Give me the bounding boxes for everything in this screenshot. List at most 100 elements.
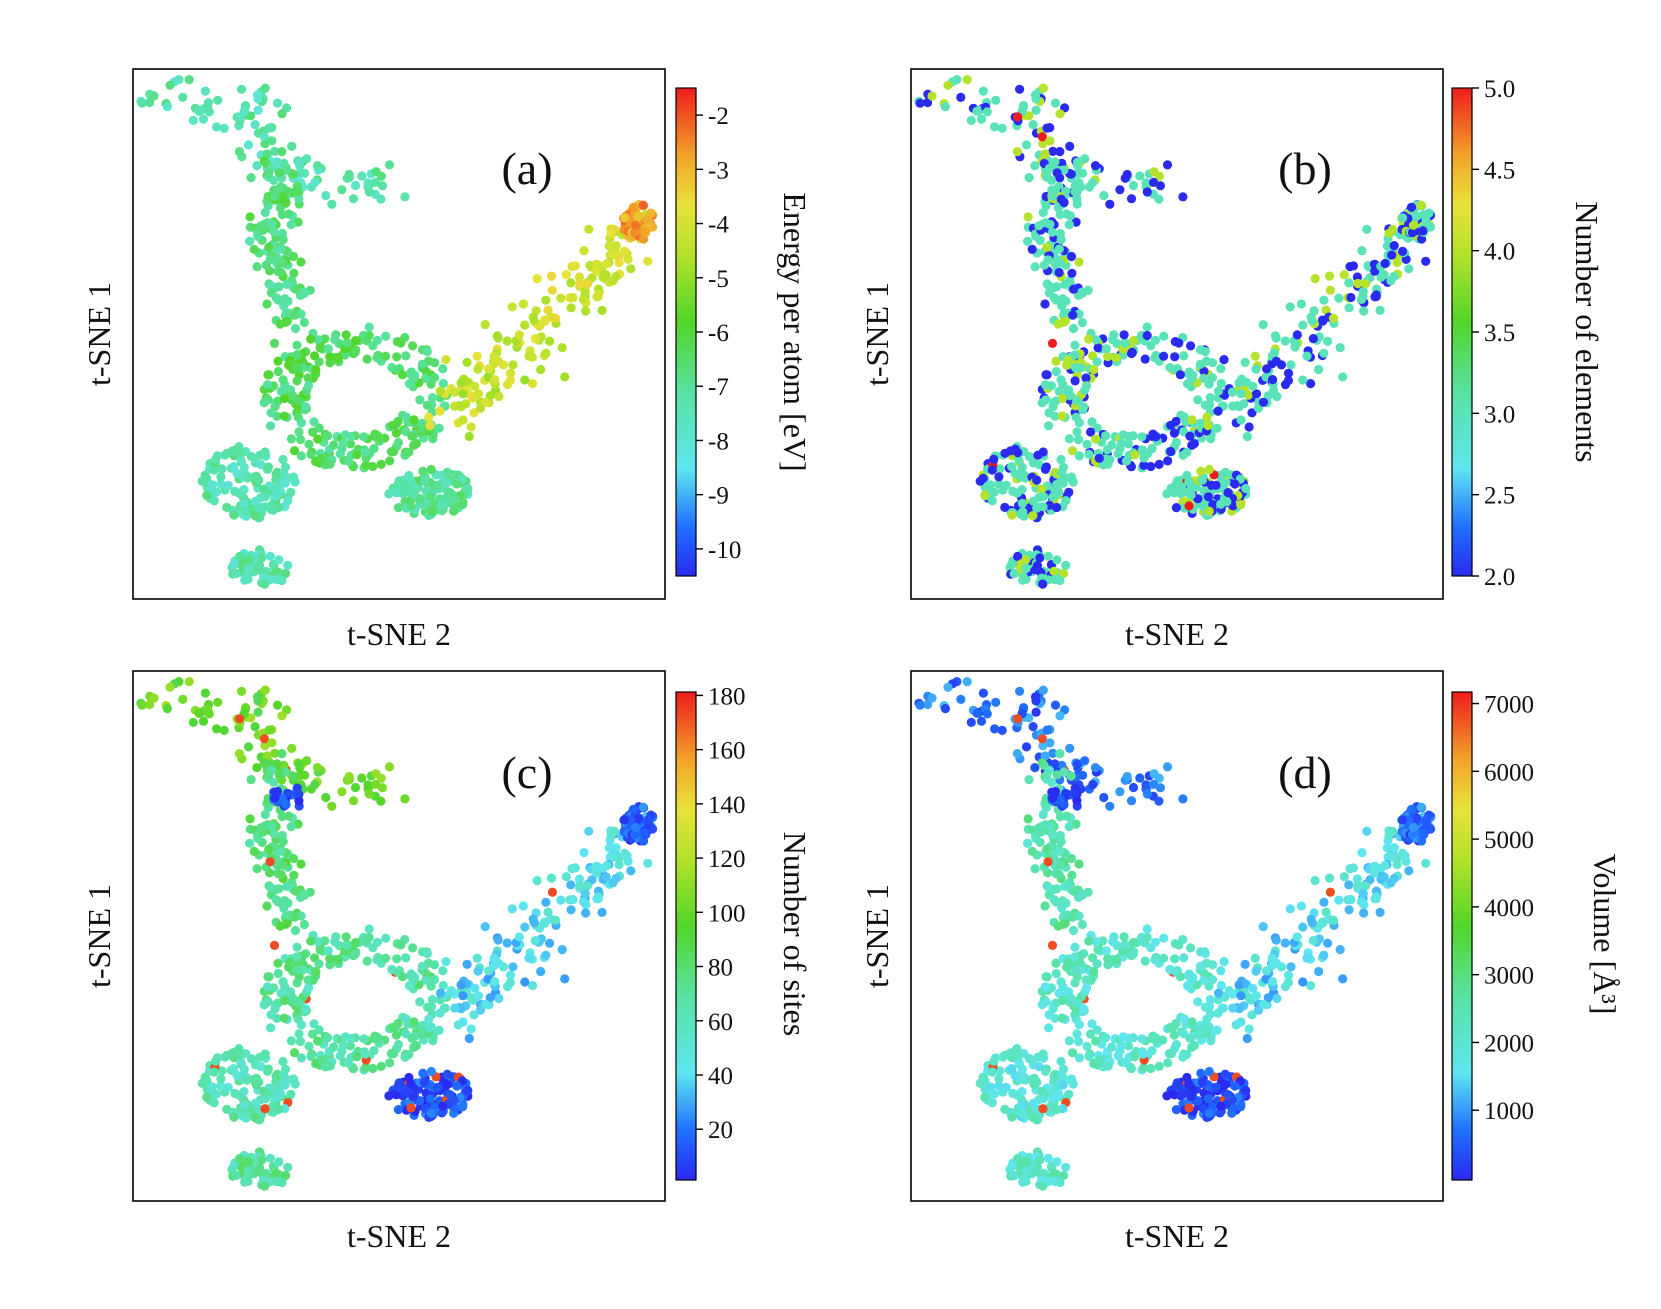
data-point [301, 402, 311, 412]
data-point [293, 965, 303, 975]
data-point [1179, 1014, 1189, 1024]
data-point [260, 809, 270, 820]
data-point [377, 783, 387, 793]
data-point [530, 936, 540, 946]
data-point [582, 881, 593, 891]
data-point [1416, 802, 1426, 812]
data-point [1049, 566, 1059, 576]
data-point [1250, 351, 1260, 361]
data-point [1028, 722, 1038, 732]
data-point [294, 796, 304, 806]
data-point [240, 1109, 250, 1119]
data-point [1146, 943, 1156, 953]
data-point [418, 466, 428, 476]
data-point [262, 901, 272, 911]
data-point [1067, 446, 1078, 456]
data-point [263, 1064, 273, 1074]
data-point [217, 464, 227, 474]
data-point [1360, 279, 1371, 289]
data-point [1037, 398, 1047, 408]
data-point [1426, 222, 1436, 232]
data-point [962, 677, 972, 687]
data-point [575, 278, 585, 289]
data-point [273, 968, 283, 979]
data-point [452, 1081, 462, 1091]
data-point [1166, 446, 1176, 457]
data-point [216, 1074, 226, 1084]
data-point [530, 334, 540, 344]
data-point [316, 1055, 326, 1065]
data-point [394, 476, 404, 486]
data-point [368, 1063, 378, 1074]
data-point [579, 896, 589, 907]
data-point [982, 709, 992, 719]
data-point [1084, 1051, 1094, 1061]
data-point [994, 1074, 1004, 1084]
data-point [1338, 974, 1348, 984]
data-point [222, 502, 232, 512]
data-point [283, 1162, 293, 1172]
data-point [1041, 370, 1051, 380]
data-point [259, 1000, 269, 1010]
data-point [1408, 822, 1419, 832]
data-point [438, 966, 448, 976]
data-point [1151, 1034, 1161, 1044]
data-point [1017, 1100, 1027, 1110]
data-point [314, 959, 324, 969]
data-point [1051, 356, 1061, 366]
data-point [212, 724, 222, 734]
data-point [648, 824, 658, 834]
data-point [279, 1070, 289, 1080]
data-point [1200, 400, 1210, 410]
data-point [260, 83, 270, 93]
data-point [235, 448, 245, 458]
data-point [415, 494, 425, 504]
data-point [1024, 452, 1035, 462]
data-point [434, 423, 444, 433]
data-point [198, 716, 209, 726]
data-point [260, 207, 270, 218]
data-point [997, 725, 1007, 736]
data-point [1426, 824, 1436, 834]
data-point [1321, 907, 1331, 917]
data-point [1196, 466, 1206, 476]
data-point [1057, 1013, 1067, 1023]
data-point [325, 351, 335, 362]
data-point [449, 989, 460, 999]
data-point [1055, 575, 1065, 586]
data-point [359, 1034, 369, 1044]
data-point [1142, 187, 1152, 197]
data-point [473, 991, 484, 1001]
data-point [445, 488, 455, 498]
data-point [1179, 351, 1189, 361]
data-point [987, 496, 997, 506]
data-point [980, 490, 990, 500]
data-point [1045, 738, 1055, 748]
data-point [255, 450, 265, 460]
data-point [350, 782, 361, 793]
data-point [470, 983, 480, 993]
data-point [1203, 1022, 1213, 1033]
data-point [333, 353, 343, 363]
data-point [1058, 1080, 1068, 1090]
data-point [989, 454, 999, 464]
data-point [1043, 857, 1053, 867]
data-point [473, 966, 483, 976]
data-point [1010, 1070, 1020, 1080]
data-point [427, 393, 437, 403]
colorbar-tick-label: 20 [708, 1117, 733, 1144]
data-point [249, 846, 259, 857]
data-point [1178, 192, 1188, 202]
data-point [480, 320, 490, 330]
data-point [1048, 793, 1058, 803]
data-point [1328, 915, 1339, 925]
data-point [1037, 1086, 1047, 1096]
data-point [541, 950, 551, 960]
data-point [1323, 938, 1333, 948]
data-point [1055, 1177, 1065, 1188]
data-point [943, 80, 953, 90]
data-point [956, 694, 966, 705]
data-point [288, 169, 298, 179]
data-point [371, 177, 381, 187]
plot-frame [132, 670, 666, 1202]
